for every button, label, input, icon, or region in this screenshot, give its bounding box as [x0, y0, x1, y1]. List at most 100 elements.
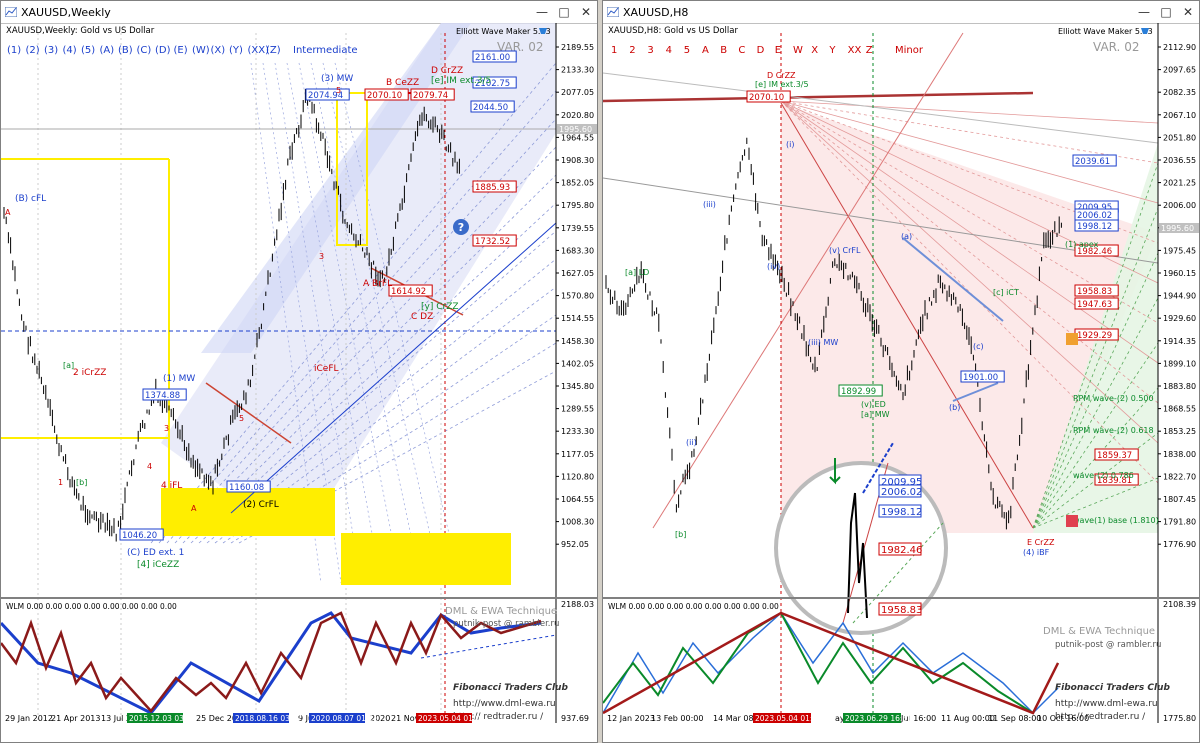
date-label: 14 Mar 08:00 — [713, 714, 766, 723]
wave-label-button: 2 — [629, 45, 635, 56]
close-icon[interactable]: ✕ — [580, 5, 592, 19]
window-title: XAUUSD,Weekly — [21, 5, 111, 19]
date-label: 13 Feb 00:00 — [651, 714, 703, 723]
watermark-email: putnik-post @ rambler.ru — [453, 619, 559, 629]
trend-line — [780, 102, 1034, 529]
date-highlight-box — [127, 713, 183, 723]
target-zone — [341, 533, 511, 585]
date-label: 21 Apr 2013 — [51, 714, 100, 723]
zoom-price-label: 2006.02 — [881, 487, 922, 498]
weekly-price-chart[interactable]: 2189.55 2133.30 2077.05 2020.80 1964.55 1908.… — [1, 23, 598, 723]
window-titlebar[interactable]: XAUUSD,H8 — □ ✕ — [603, 1, 1199, 24]
fan-line — [158, 90, 557, 544]
minimize-icon[interactable]: — — [1138, 5, 1150, 19]
price-box-box — [119, 528, 164, 541]
h8-price-chart[interactable]: 2112.90 2097.65 2082.35 2067.10 2051.80 2036.… — [603, 23, 1200, 723]
wlm-blue-line — [603, 611, 1059, 715]
price-tick-label: 1120.80 — [561, 472, 594, 481]
wave-annotation: D CrZZ — [767, 71, 796, 80]
date-highlight-label: 2015.12.03 03:20 — [129, 714, 196, 723]
price-tick-label: 1008.30 — [561, 518, 594, 527]
chart-header: XAUUSD,H8: Gold vs US Dollar — [608, 26, 738, 36]
wave-marker: 3 — [164, 424, 169, 433]
date-label: 12 Jan 2023 — [607, 714, 655, 723]
date-highlight-box — [753, 713, 811, 723]
watermark-title: DML & EWA Technique — [445, 606, 557, 617]
trend-line — [230, 222, 557, 514]
wave-label-button: 1 — [611, 45, 617, 56]
price-tick-label: 1739.55 — [561, 224, 594, 233]
date-highlight-box — [309, 713, 365, 723]
price-box: 2102.75 — [475, 79, 510, 89]
wave-annotation: (1) apex — [1065, 240, 1099, 249]
arrow-down-icon — [829, 458, 841, 485]
wave-annotation: D CrZZ — [431, 66, 463, 76]
date-label: 21 Nov — [391, 714, 420, 723]
wave-marker: [b] — [675, 530, 686, 539]
weekly-chart-window[interactable]: XAUUSD,Weekly — □ ✕ 2189.55 2133.30 2077.0… — [0, 0, 598, 743]
wave-label-button: E — [775, 45, 781, 56]
variant-label: VAR. 02 — [1093, 40, 1139, 54]
trend-line — [902, 237, 1004, 322]
price-box: 1160.08 — [229, 483, 264, 493]
wave-marker: (iv) — [767, 262, 780, 271]
wave-channel — [161, 23, 556, 493]
fib-box — [336, 92, 368, 246]
wave-marker: 1 — [58, 478, 63, 487]
trend-line — [603, 177, 1159, 264]
price-box-box — [746, 90, 791, 103]
price-tick-label: 1822.70 — [1163, 472, 1196, 481]
price-tick-label: 1402.05 — [561, 359, 594, 368]
price-box: 2039.61 — [1075, 157, 1110, 167]
h8-chart-window[interactable]: XAUUSD,H8 — □ ✕ 2112.90 2097.65 2082.35 206… — [602, 0, 1200, 743]
help-icon[interactable]: ? — [453, 219, 469, 235]
price-tick-label: 2133.30 — [561, 66, 594, 75]
fan-line — [780, 100, 1159, 204]
site-link-1: http://www.dml-ewa.ru — [453, 699, 556, 709]
orange-marker — [1066, 333, 1078, 345]
wave-label-button: (5) — [81, 45, 95, 56]
wave-label-button: (X) — [211, 45, 226, 56]
minimize-icon[interactable]: — — [536, 5, 548, 19]
price-box-box — [470, 100, 515, 113]
price-tick-label: 1883.80 — [1163, 382, 1196, 391]
window-titlebar[interactable]: XAUUSD,Weekly — □ ✕ — [1, 1, 597, 24]
price-tick-label: 1929.60 — [1163, 314, 1196, 323]
pink-zone — [781, 103, 1158, 533]
wave-marker: (c) — [973, 342, 984, 351]
maximize-icon[interactable]: □ — [1160, 5, 1172, 19]
date-label: 29 Jan 2012 — [5, 714, 53, 723]
price-tick-label: 1868.55 — [1163, 405, 1196, 414]
wave-annotation: 4 iFL — [161, 481, 182, 491]
fan-line — [780, 100, 1159, 364]
maximize-icon[interactable]: □ — [558, 5, 570, 19]
price-tick-label: 1944.90 — [1163, 292, 1196, 301]
price-tick-label: 1795.80 — [561, 201, 594, 210]
price-candles — [3, 88, 460, 542]
price-tick-label: 1964.55 — [561, 133, 594, 142]
date-highlight-label: 2023.06.29 16:31 — [845, 714, 912, 723]
wave-annotation: B CeZZ — [386, 78, 419, 88]
wlm-red-line — [1, 611, 542, 713]
price-box-box — [1074, 297, 1119, 310]
watermark-title: DML & EWA Technique — [1043, 626, 1155, 637]
wave-annotation: (1) MW — [163, 374, 195, 384]
fan-line — [1032, 342, 1159, 529]
close-icon[interactable]: ✕ — [1182, 5, 1194, 19]
wlm-red-line — [603, 611, 1060, 715]
zoom-price-label: 2009.95 — [881, 477, 922, 488]
fan-line — [780, 100, 1159, 124]
wave-annotation: [e] IM ext.3/5 — [431, 76, 491, 86]
price-box: 2009.95 — [1077, 203, 1112, 213]
price-tick-label: 1791.80 — [1163, 518, 1196, 527]
wave-annotation: (3) MW — [321, 74, 353, 84]
chart-header: XAUUSD,Weekly: Gold vs US Dollar — [6, 26, 155, 36]
price-box-box — [1094, 473, 1139, 486]
wave-label-button: (A) — [100, 45, 115, 56]
zoom-line — [852, 522, 944, 624]
date-label: 25 Dec 201 — [196, 714, 242, 723]
price-box-box — [472, 234, 517, 247]
price-tick-label: 1899.10 — [1163, 359, 1196, 368]
